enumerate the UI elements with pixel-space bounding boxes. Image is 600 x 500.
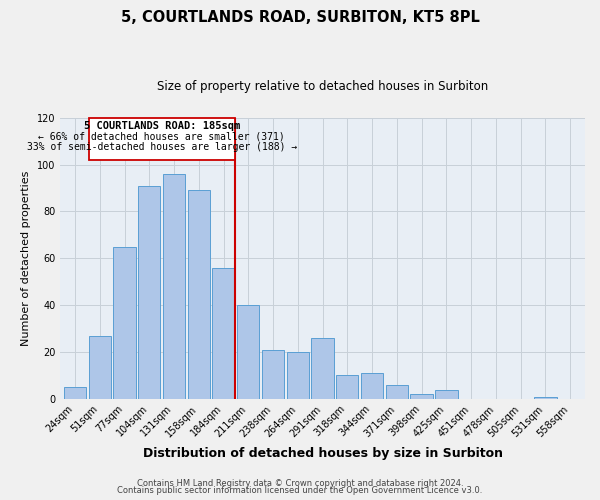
Bar (64, 387, 86, 399)
Text: Contains public sector information licensed under the Open Government Licence v3: Contains public sector information licen… (118, 486, 482, 495)
Bar (311, 338, 334, 399)
Text: 33% of semi-detached houses are larger (188) →: 33% of semi-detached houses are larger (… (26, 142, 297, 152)
Bar (163, 174, 185, 399)
Bar (188, 190, 210, 399)
Bar (534, 396, 557, 399)
Bar (435, 390, 458, 399)
Text: 5 COURTLANDS ROAD: 185sqm: 5 COURTLANDS ROAD: 185sqm (83, 122, 240, 132)
Text: ← 66% of detached houses are smaller (371): ← 66% of detached houses are smaller (37… (38, 132, 285, 142)
Bar (138, 186, 160, 399)
Y-axis label: Number of detached properties: Number of detached properties (21, 170, 31, 346)
Bar (287, 352, 309, 399)
Bar (336, 376, 358, 399)
X-axis label: Distribution of detached houses by size in Surbiton: Distribution of detached houses by size … (143, 447, 503, 460)
Bar (262, 350, 284, 399)
Title: Size of property relative to detached houses in Surbiton: Size of property relative to detached ho… (157, 80, 488, 93)
Text: Contains HM Land Registry data © Crown copyright and database right 2024.: Contains HM Land Registry data © Crown c… (137, 478, 463, 488)
FancyBboxPatch shape (89, 118, 235, 160)
Bar (386, 385, 408, 399)
Bar (361, 373, 383, 399)
Text: 5, COURTLANDS ROAD, SURBITON, KT5 8PL: 5, COURTLANDS ROAD, SURBITON, KT5 8PL (121, 10, 479, 25)
Bar (89, 336, 111, 399)
Bar (212, 268, 235, 399)
Bar (113, 246, 136, 399)
Bar (410, 394, 433, 399)
Bar (237, 305, 259, 399)
